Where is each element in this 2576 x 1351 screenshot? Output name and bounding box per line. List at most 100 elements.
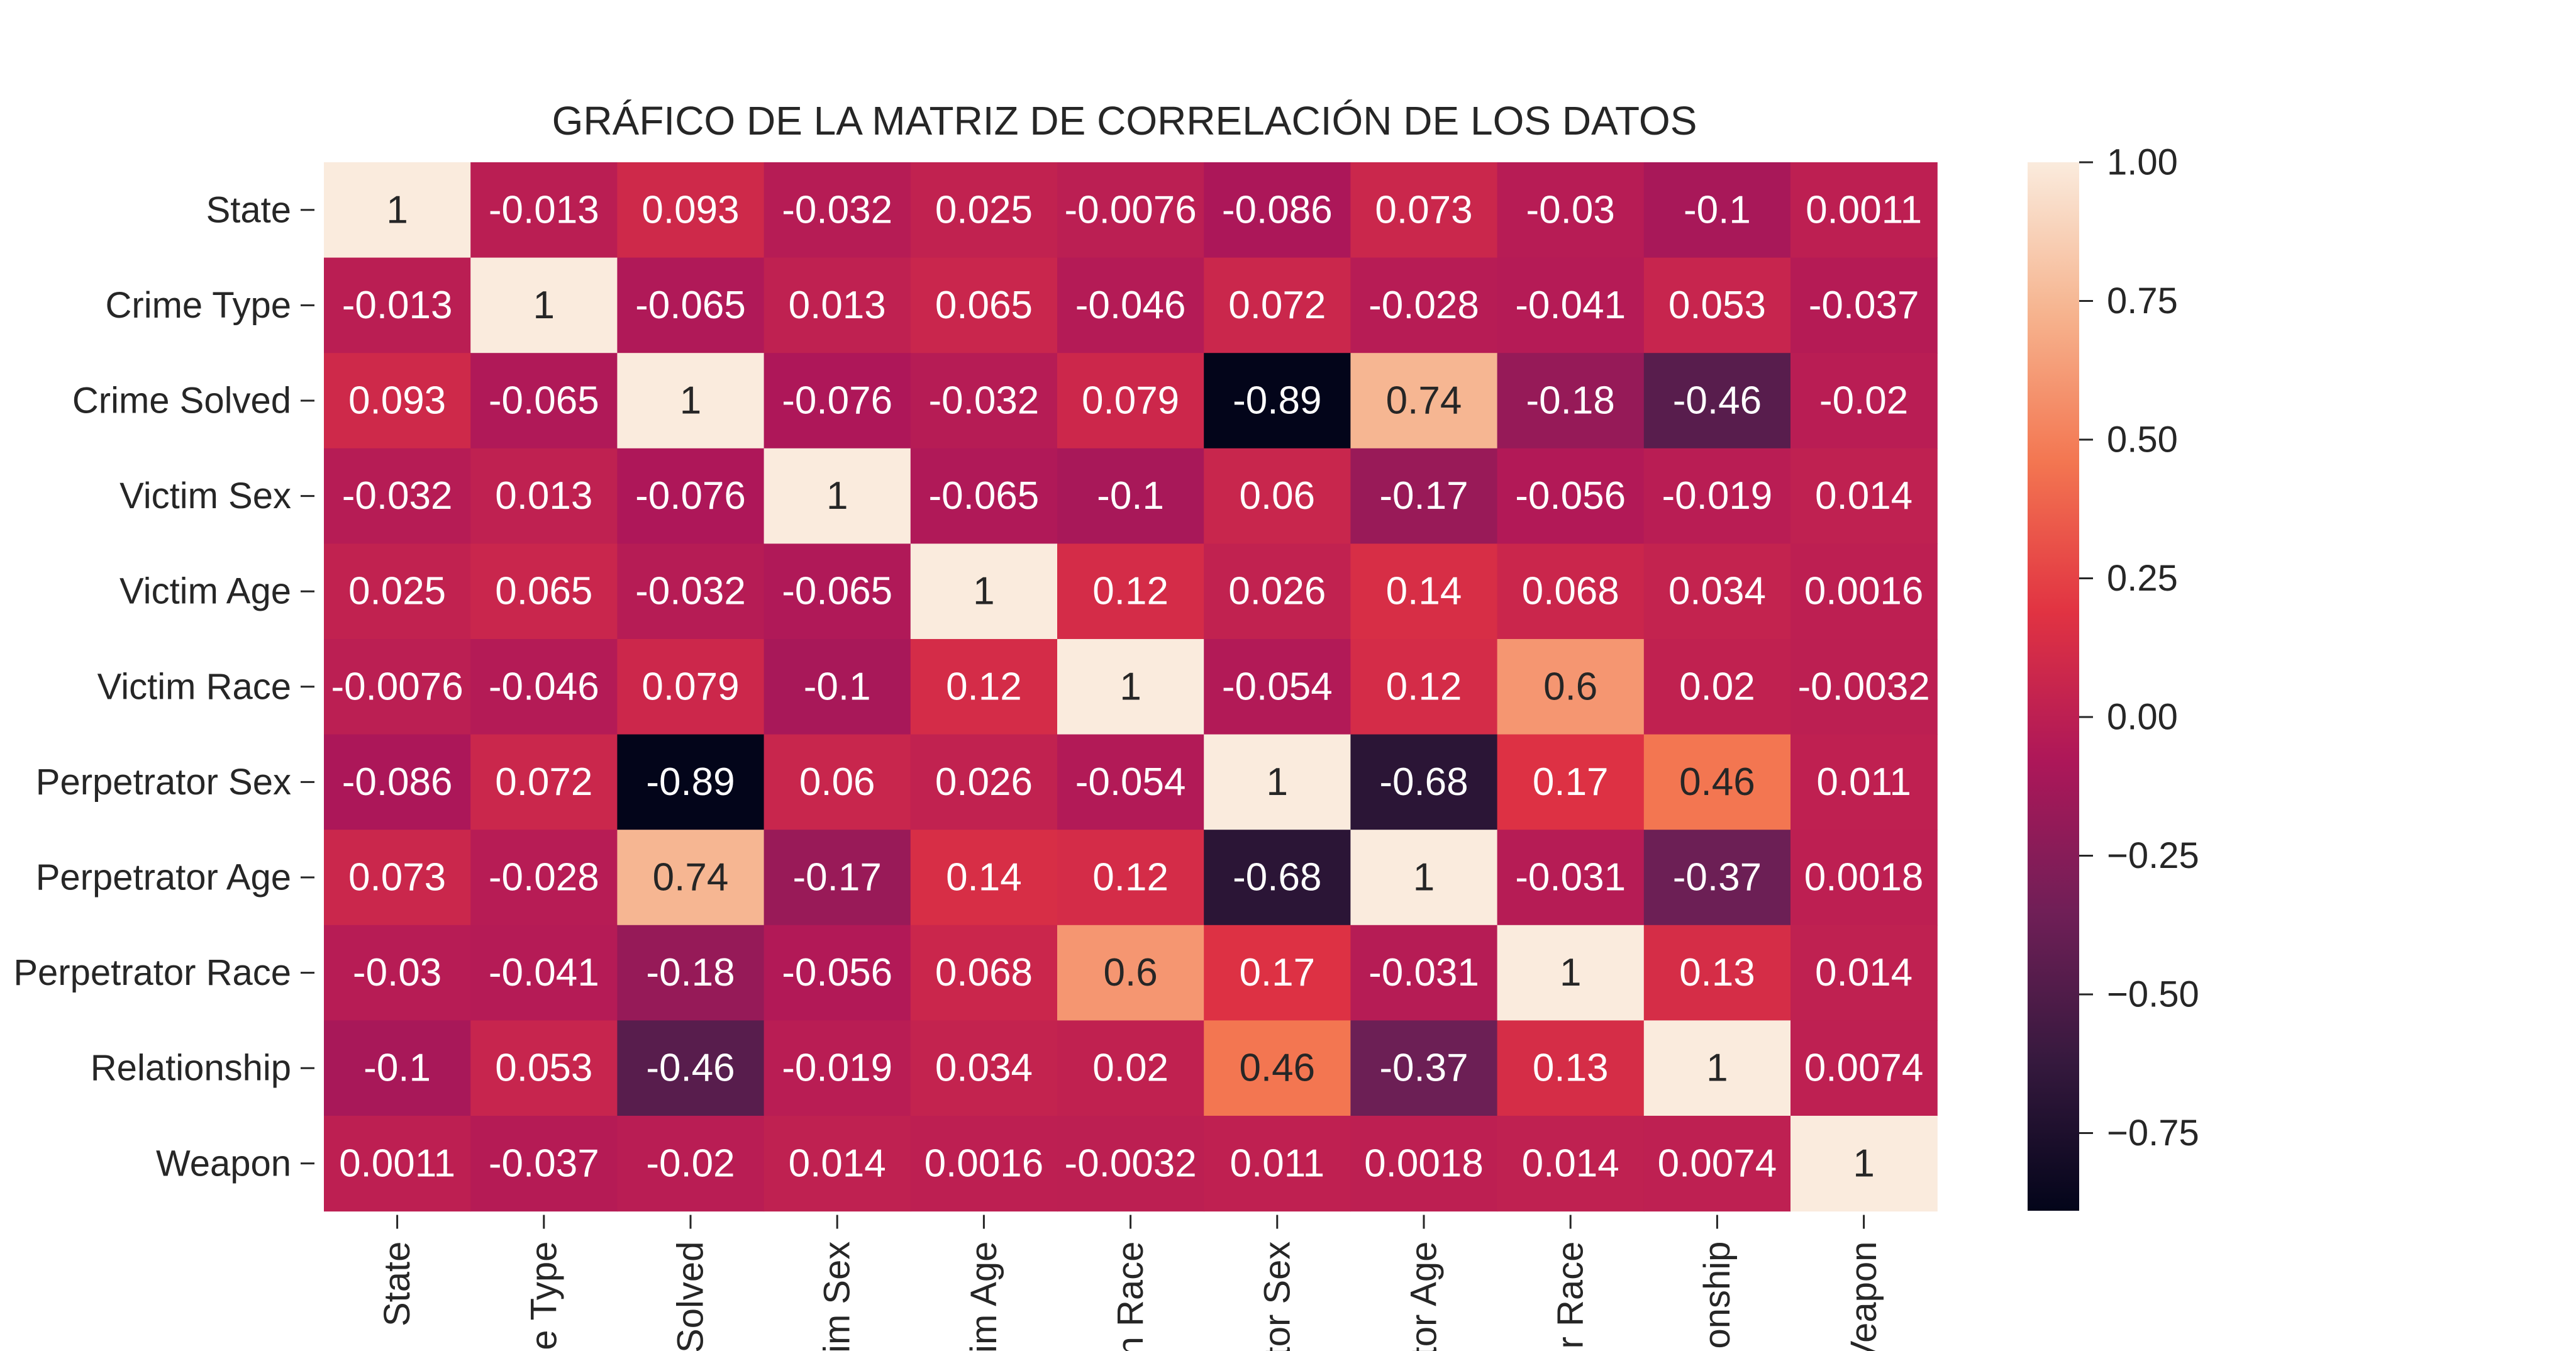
heatmap-cell [470, 1116, 618, 1212]
heatmap-cell [763, 830, 911, 926]
heatmap-cell [910, 448, 1058, 544]
cell-value-label: -0.1 [1684, 188, 1751, 231]
heatmap-cell [763, 257, 911, 353]
cell-value-label: 1 [386, 188, 408, 231]
cell-value-label: -0.046 [489, 665, 599, 708]
cell-value-label: 0.12 [1092, 570, 1169, 613]
cell-value-label: -0.054 [1075, 760, 1186, 804]
cell-value-label: 0.068 [935, 951, 1033, 994]
heatmap-cell [1497, 257, 1645, 353]
cell-value-label: -0.013 [342, 284, 453, 327]
column-label: tor Age [1404, 1242, 1445, 1351]
heatmap-cell [1790, 448, 1938, 544]
heatmap-cell [470, 830, 618, 926]
cell-value-label: -0.89 [1233, 379, 1321, 423]
cell-value-label: 0.093 [641, 188, 739, 231]
cell-value-label: 0.74 [1386, 379, 1462, 423]
heatmap-cell [1057, 925, 1204, 1021]
heatmap-cell [324, 353, 471, 449]
cell-value-label: 0.073 [1375, 188, 1472, 231]
cell-value-label: 1 [1853, 1142, 1874, 1185]
heatmap-cell [617, 448, 765, 544]
heatmap-cell [1204, 162, 1351, 259]
colorbar-tick-label: −0.75 [2107, 1113, 2199, 1154]
chart-title: GRÁFICO DE LA MATRIZ DE CORRELACIÓN DE L… [552, 98, 1697, 143]
cell-value-label: -0.1 [364, 1047, 431, 1090]
colorbar-tick-label: −0.50 [2107, 974, 2199, 1015]
heatmap-cell [910, 925, 1058, 1021]
heatmap-cell [1350, 1020, 1498, 1116]
cell-value-label: 0.46 [1239, 1047, 1315, 1090]
row-label: Crime Type [106, 285, 291, 326]
heatmap-cell [1790, 162, 1938, 259]
cell-value-label: 0.6 [1103, 951, 1157, 994]
heatmap-cell [1204, 830, 1351, 926]
heatmap-cell [1057, 257, 1204, 353]
heatmap-cell [1643, 925, 1791, 1021]
heatmap-cell [1643, 639, 1791, 735]
heatmap-cell [1790, 1020, 1938, 1116]
cell-value-label: -0.086 [342, 760, 453, 804]
cell-value-label: 0.014 [1522, 1142, 1619, 1185]
row-label: Weapon [156, 1143, 291, 1184]
heatmap-cell [763, 639, 911, 735]
column-label: r Race [1550, 1242, 1591, 1349]
cell-value-label: 0.013 [495, 474, 592, 518]
cell-value-label: 1 [680, 379, 701, 423]
heatmap-cell [763, 162, 911, 259]
cell-value-label: 0.011 [1230, 1142, 1325, 1185]
cell-value-label: -0.041 [489, 951, 599, 994]
heatmap-cell [1790, 925, 1938, 1021]
heatmap-cell [1204, 543, 1351, 640]
colorbar [2028, 162, 2079, 1211]
cell-value-label: -0.46 [646, 1047, 735, 1090]
cell-value-label: 0.013 [789, 284, 886, 327]
heatmap-cell [1350, 925, 1498, 1021]
cell-value-label: 0.12 [1092, 856, 1169, 899]
heatmap-cell [1643, 162, 1791, 259]
cell-value-label: -0.0032 [1064, 1142, 1196, 1185]
heatmap-cell [1350, 1116, 1498, 1212]
cell-value-label: 0.065 [495, 570, 592, 613]
cell-value-label: 0.072 [495, 760, 592, 804]
heatmap-cell [1497, 734, 1645, 830]
heatmap-cell [1350, 543, 1498, 640]
row-label: Victim Age [119, 571, 291, 612]
colorbar-tick-label: 0.75 [2107, 281, 2178, 321]
cell-value-label: 0.034 [1668, 570, 1766, 613]
cell-value-label: 0.02 [1679, 665, 1755, 708]
heatmap-cell [470, 639, 618, 735]
colorbar-tick-label: −0.25 [2107, 835, 2199, 876]
cell-value-label: -0.03 [353, 951, 441, 994]
cell-value-label: 0.14 [946, 856, 1022, 899]
heatmap-cell [1497, 1116, 1645, 1212]
cell-value-label: -0.1 [804, 665, 871, 708]
cell-value-label: 0.17 [1533, 760, 1609, 804]
heatmap-cell [763, 1116, 911, 1212]
cell-value-label: 0.0018 [1364, 1142, 1484, 1185]
cell-value-label: -0.037 [489, 1142, 599, 1185]
row-label: Victim Race [97, 666, 291, 707]
heatmap-cell [1350, 830, 1498, 926]
cell-value-label: -0.041 [1515, 284, 1626, 327]
cell-value-label: -0.056 [1515, 474, 1626, 518]
heatmap-cell [1057, 830, 1204, 926]
heatmap-cell [470, 925, 618, 1021]
heatmap-cell [617, 925, 765, 1021]
row-label: Relationship [91, 1048, 291, 1089]
cell-value-label: -0.17 [793, 856, 882, 899]
cell-value-label: -0.0076 [331, 665, 463, 708]
heatmap-cell [617, 734, 765, 830]
cell-value-label: -0.02 [1819, 379, 1908, 423]
cell-value-label: -0.056 [782, 951, 892, 994]
cell-value-label: -0.032 [342, 474, 453, 518]
cell-value-label: 0.025 [935, 188, 1033, 231]
heatmap-cell [763, 543, 911, 640]
heatmap-cell [1057, 162, 1204, 259]
cell-value-label: 0.46 [1679, 760, 1755, 804]
cell-value-label: 0.06 [799, 760, 875, 804]
heatmap-cell [910, 257, 1058, 353]
heatmap-cell [910, 1116, 1058, 1212]
heatmap-cell [1057, 543, 1204, 640]
cell-value-label: 0.014 [1815, 474, 1913, 518]
